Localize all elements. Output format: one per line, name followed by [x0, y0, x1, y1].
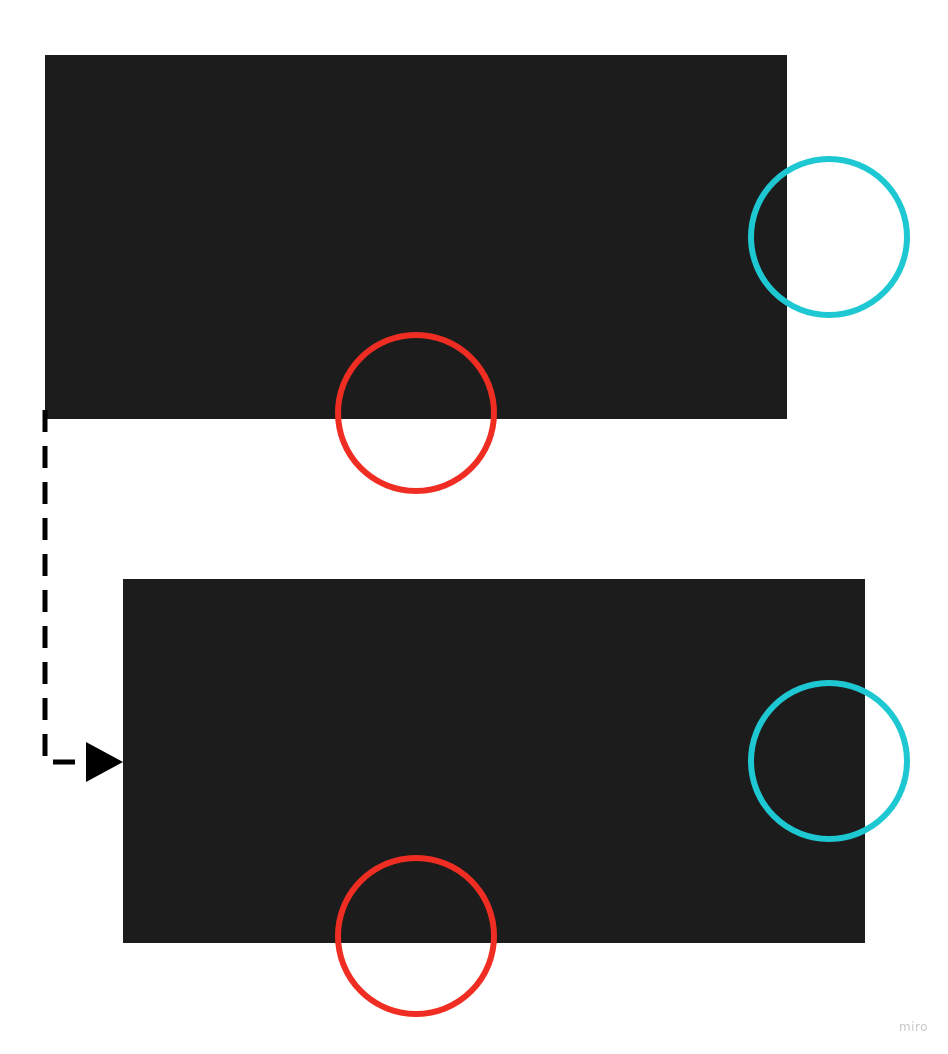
top-rectangle-shape[interactable] — [45, 55, 787, 419]
bottom-right-cyan-circle[interactable] — [748, 680, 910, 842]
bottom-bottom-red-circle[interactable] — [335, 855, 497, 1017]
top-right-cyan-circle[interactable] — [748, 156, 910, 318]
connector-arrowhead — [86, 742, 123, 782]
dashed-connector-line[interactable] — [42, 410, 86, 765]
bottom-rectangle-shape[interactable] — [123, 579, 865, 943]
top-bottom-red-circle[interactable] — [335, 332, 497, 494]
miro-watermark: miro — [898, 1020, 928, 1034]
